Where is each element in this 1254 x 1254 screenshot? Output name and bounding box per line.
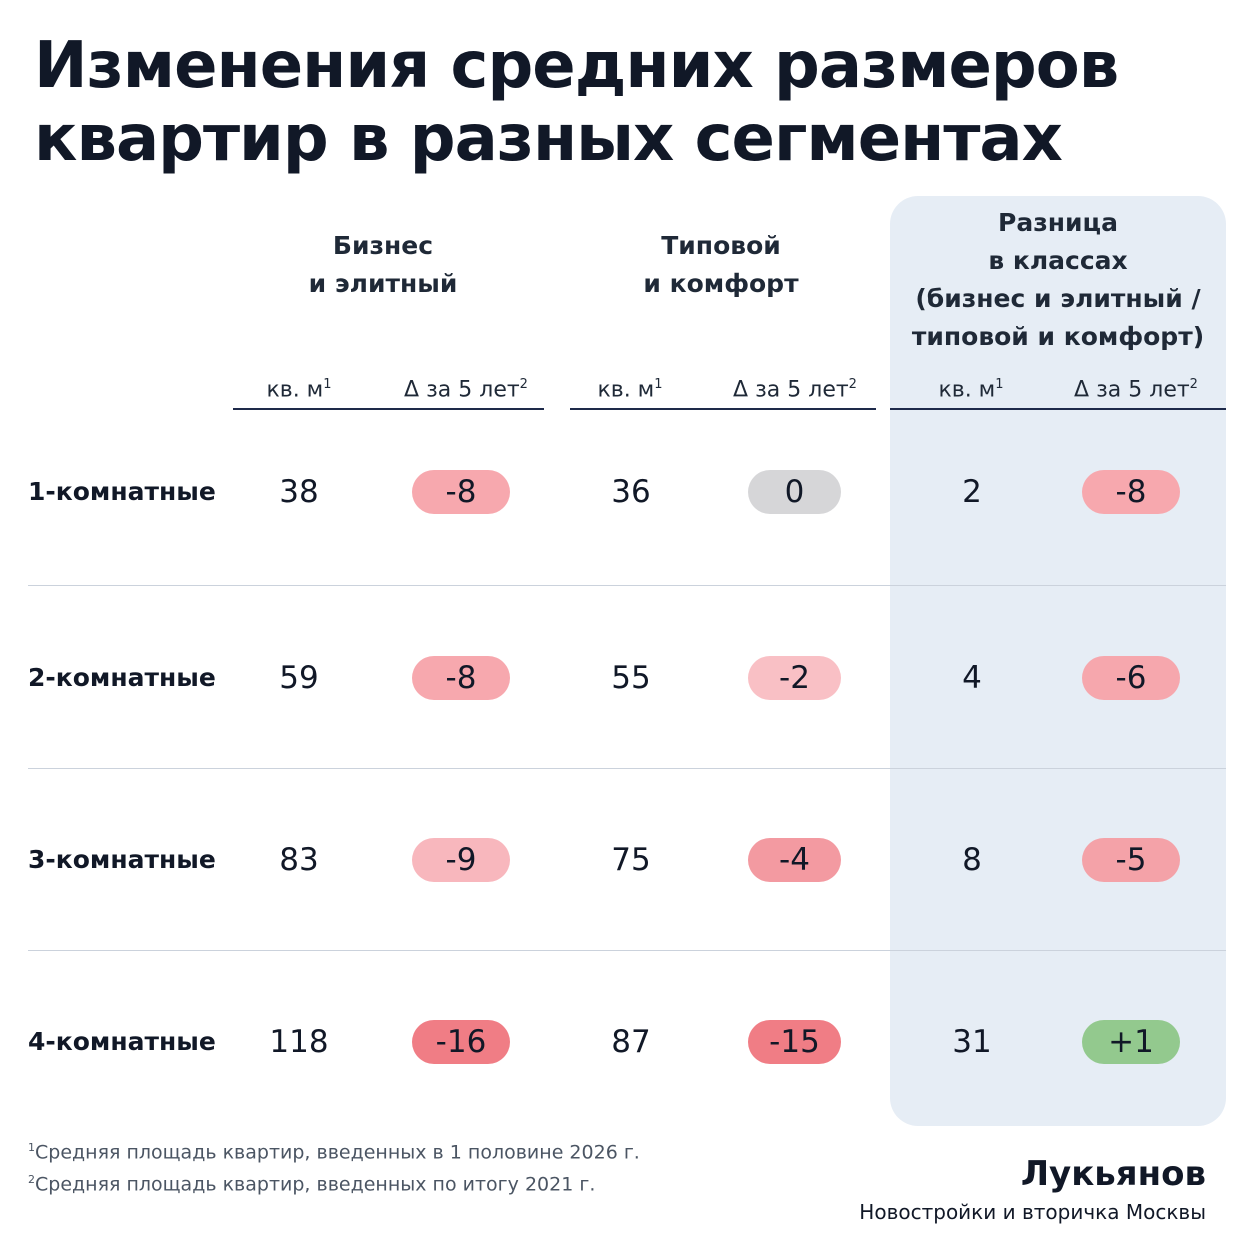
header-typical-line-2: и комфорт (643, 269, 799, 298)
header-business-line-1: Бизнес (332, 231, 434, 260)
header-divider (233, 408, 544, 410)
subheader-business-delta: Δ за 5 лет2 (376, 368, 556, 407)
footnote-mark: 1 (995, 377, 1004, 392)
delta-badge: -15 (748, 1020, 841, 1064)
delta-badge: -2 (748, 656, 841, 700)
subheader-typical-area: кв. м1 (540, 368, 720, 407)
header-difference-line-2: в классах (988, 246, 1128, 275)
delta-badge: -9 (412, 838, 510, 882)
table-cell-typical-area: 55 (611, 660, 651, 696)
table-cell-business-area: 59 (279, 660, 319, 696)
title-line-2: квартир в разных сегментах (34, 102, 1063, 176)
row-label: 1-комнатные (28, 477, 216, 506)
header-typical: Типовой и комфорт (621, 227, 821, 303)
table-cell-typical-area: 87 (611, 1024, 651, 1060)
footnote-mark: 2 (519, 377, 528, 392)
header-business: Бизнес и элитный (283, 227, 483, 303)
delta-badge: -5 (1082, 838, 1180, 882)
footnote-mark: 2 (28, 1173, 35, 1186)
row-divider (28, 585, 1226, 586)
row-divider (28, 950, 1226, 951)
subheader-text: Δ за 5 лет (1074, 377, 1190, 403)
footnote-mark: 2 (1189, 377, 1198, 392)
footnote-mark: 2 (848, 377, 857, 392)
row-label: 3-комнатные (28, 845, 216, 874)
delta-badge: -8 (412, 470, 510, 514)
header-divider (890, 408, 1226, 410)
subheader-text: кв. м (938, 377, 996, 403)
delta-badge: -8 (412, 656, 510, 700)
subheader-text: кв. м (597, 377, 655, 403)
delta-badge: -16 (412, 1020, 510, 1064)
title-line-1: Изменения средних размеров (34, 29, 1119, 103)
subheader-text: Δ за 5 лет (404, 377, 520, 403)
footnote-1: 1Средняя площадь квартир, введенных в 1 … (28, 1133, 640, 1167)
delta-badge: +1 (1082, 1020, 1180, 1064)
delta-badge: -8 (1082, 470, 1180, 514)
header-difference-line-4: типовой и комфорт) (911, 322, 1205, 351)
footnote-text: Средняя площадь квартир, введенных в 1 п… (35, 1141, 640, 1164)
header-difference: Разница в классах (бизнес и элитный / ти… (900, 204, 1216, 356)
subheader-difference-delta: Δ за 5 лет2 (1046, 368, 1226, 407)
subheader-difference-area: кв. м1 (881, 368, 1061, 407)
subheader-text: Δ за 5 лет (733, 377, 849, 403)
table-cell-typical-area: 75 (611, 842, 651, 878)
delta-badge: -6 (1082, 656, 1180, 700)
table-cell-business-area: 83 (279, 842, 319, 878)
header-business-line-2: и элитный (308, 269, 458, 298)
row-divider (28, 768, 1226, 769)
header-difference-line-1: Разница (998, 208, 1118, 237)
footnote-mark: 1 (323, 377, 332, 392)
row-label: 2-комнатные (28, 663, 216, 692)
row-label: 4-комнатные (28, 1027, 216, 1056)
delta-badge: -4 (748, 838, 841, 882)
subheader-business-area: кв. м1 (209, 368, 389, 407)
table-cell-business-area: 118 (269, 1024, 329, 1060)
delta-badge: 0 (748, 470, 841, 514)
footnote-mark: 1 (654, 377, 663, 392)
table-cell-difference-area: 8 (962, 842, 982, 878)
subheader-typical-delta: Δ за 5 лет2 (705, 368, 885, 407)
table-cell-difference-area: 4 (962, 660, 982, 696)
header-typical-line-1: Типовой (661, 231, 781, 260)
page-title: Изменения средних размеров квартир в раз… (34, 30, 1214, 176)
brand-name: Лукьянов (1020, 1154, 1206, 1194)
table-cell-typical-area: 36 (611, 474, 651, 510)
footnote-text: Средняя площадь квартир, введенных по ит… (35, 1173, 596, 1196)
table-cell-difference-area: 31 (952, 1024, 992, 1060)
footnote-mark: 1 (28, 1141, 35, 1154)
table-cell-difference-area: 2 (962, 474, 982, 510)
header-divider (570, 408, 876, 410)
footnote-2: 2Средняя площадь квартир, введенных по и… (28, 1165, 595, 1199)
brand-tagline: Новостройки и вторичка Москвы (859, 1200, 1206, 1224)
subheader-text: кв. м (266, 377, 324, 403)
header-difference-line-3: (бизнес и элитный / (915, 284, 1201, 313)
table-cell-business-area: 38 (279, 474, 319, 510)
